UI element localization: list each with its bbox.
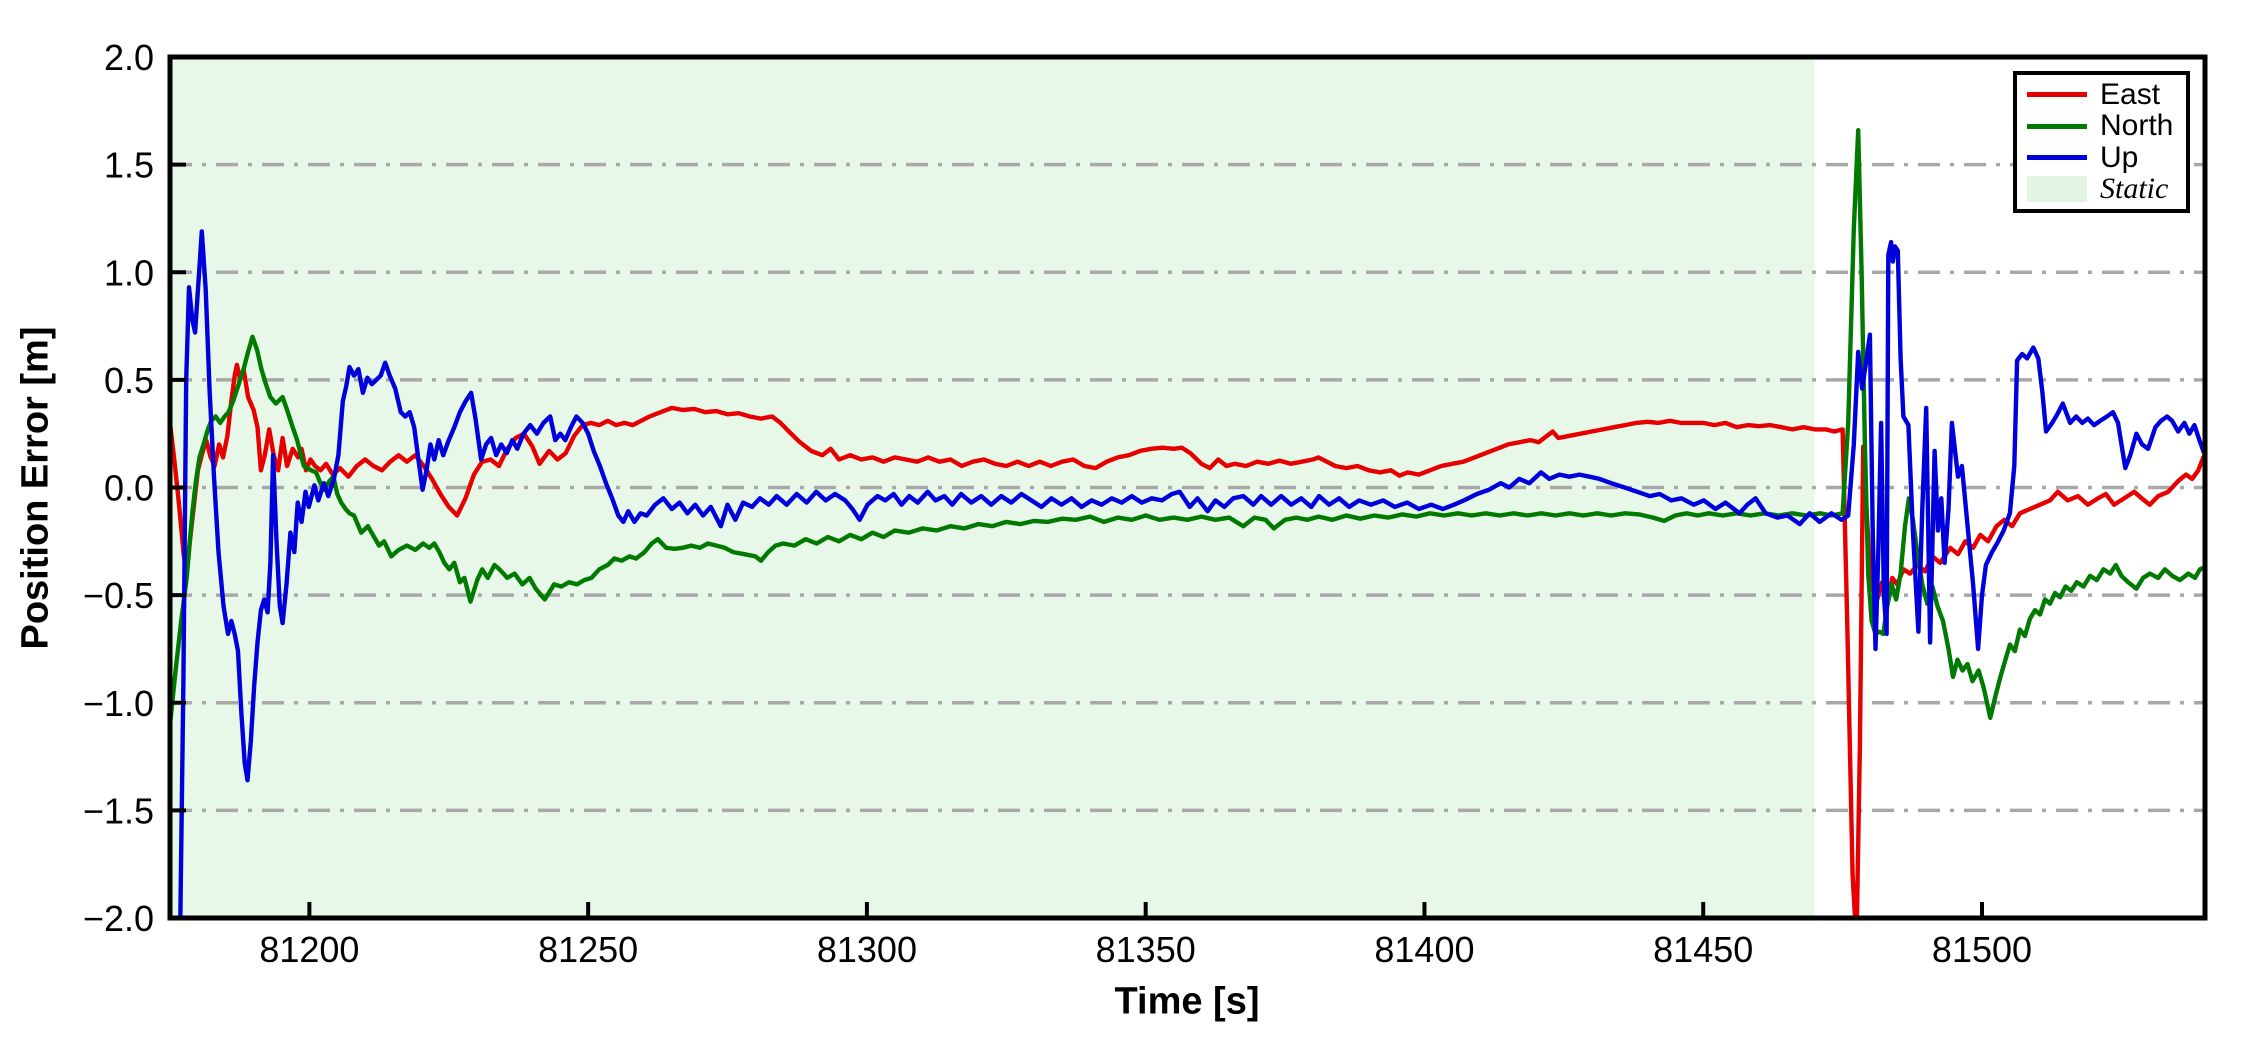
static-region (170, 57, 1815, 918)
x-tick-label: 81300 (817, 929, 917, 970)
y-tick-label: 1.5 (104, 145, 154, 186)
x-tick-label: 81250 (538, 929, 638, 970)
y-axis-label: Position Error [m] (14, 326, 57, 650)
y-tick-label: 0.0 (104, 468, 154, 509)
legend-line-swatch (2027, 155, 2087, 161)
legend-label: Static (2100, 172, 2169, 206)
legend-entry-east: East (2027, 79, 2180, 110)
y-tick-label: 0.5 (104, 360, 154, 401)
legend-entry-up: Up (2027, 142, 2180, 173)
legend: East North Up Static (2013, 71, 2190, 213)
legend-patch-swatch (2027, 176, 2087, 203)
y-tick-label: 2.0 (104, 37, 154, 78)
legend-line-swatch (2027, 123, 2087, 129)
legend-line-swatch (2027, 92, 2087, 98)
x-tick-label: 81500 (1932, 929, 2032, 970)
y-tick-label: 1.0 (104, 252, 154, 293)
x-tick-label: 81200 (259, 929, 359, 970)
legend-label: East (2100, 77, 2161, 111)
legend-entry-static: Static (2027, 174, 2180, 205)
x-tick-label: 81400 (1374, 929, 1474, 970)
series-north (170, 127, 2205, 727)
x-axis-label: Time [s] (1114, 980, 1260, 1023)
y-tick-label: −1.0 (83, 683, 154, 724)
legend-entry-north: North (2027, 111, 2180, 142)
y-tick-label: −2.0 (83, 898, 154, 939)
legend-label: Up (2100, 140, 2139, 174)
y-tick-label: −1.5 (83, 790, 154, 831)
y-tick-label: −0.5 (83, 575, 154, 616)
x-tick-label: 81350 (1096, 929, 1196, 970)
x-tick-label: 81450 (1653, 929, 1753, 970)
legend-label: North (2100, 109, 2174, 143)
series-up (178, 229, 2205, 918)
